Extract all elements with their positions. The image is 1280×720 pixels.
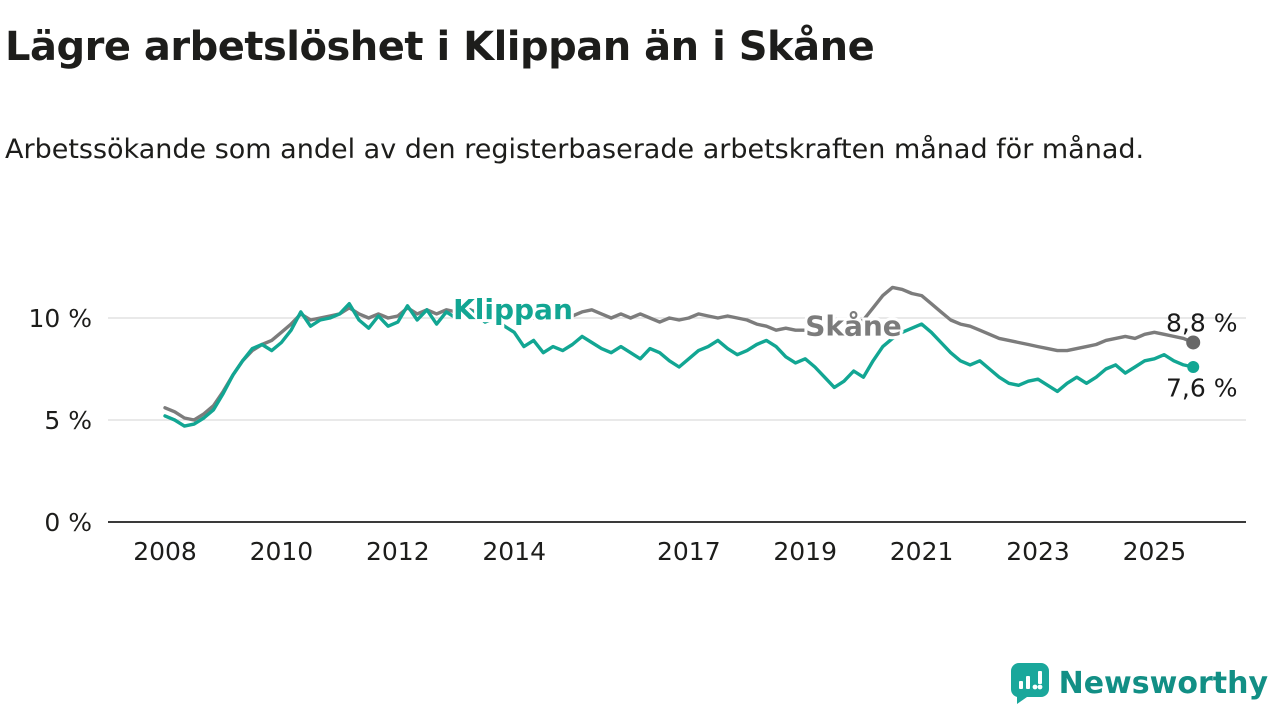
bar-glyph-3	[1037, 671, 1042, 684]
skane-line	[163, 285, 1195, 422]
x-tick-label: 2025	[1123, 537, 1187, 566]
chart-annotation: 8,8 %	[1166, 308, 1237, 337]
chart-annotation: 7,6 %	[1166, 374, 1237, 403]
x-tick-label: 2012	[366, 537, 430, 566]
exclamation-dot-glyph	[1037, 684, 1042, 690]
x-tick-label: 2010	[250, 537, 314, 566]
chart-title: Lägre arbetslöshet i Klippan än i Skåne	[5, 24, 875, 70]
skane-end-dot	[1186, 335, 1201, 350]
x-tick-label: 2014	[482, 537, 546, 566]
x-tick-label: 2019	[773, 537, 837, 566]
x-tick-label: 2023	[1006, 537, 1070, 566]
newsworthy-wordmark: Newsworthy	[1058, 665, 1268, 701]
bar-glyph-2	[1025, 676, 1030, 689]
x-tick-label: 2008	[133, 537, 197, 566]
x-tick-label: 2021	[890, 537, 954, 566]
y-tick-label: 5 %	[44, 406, 92, 435]
bar-glyph-1	[1018, 681, 1023, 689]
newsworthy-icon	[1010, 663, 1049, 704]
chart-subtitle: Arbetssökande som andel av den registerb…	[5, 134, 1145, 165]
newsworthy-logo: Newsworthy	[1010, 662, 1268, 704]
klippan-line	[163, 302, 1195, 428]
chart-annotation: Klippan	[453, 293, 573, 326]
y-tick-label: 0 %	[44, 508, 92, 537]
klippan-end-dot	[1187, 360, 1200, 373]
dot-glyph	[1032, 684, 1037, 690]
x-tick-label: 2017	[657, 537, 721, 566]
chart-annotation: Skåne	[805, 309, 902, 342]
y-tick-label: 10 %	[28, 304, 92, 333]
